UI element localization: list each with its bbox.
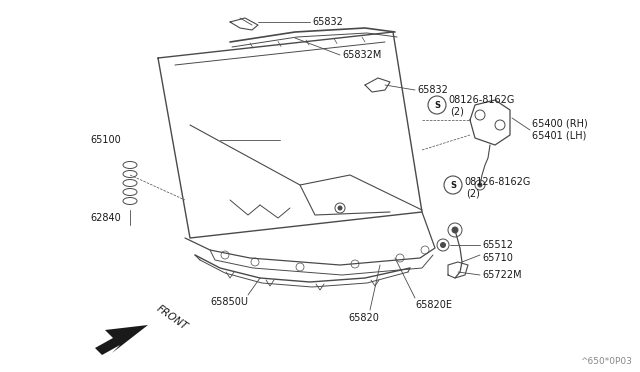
Text: S: S <box>434 100 440 109</box>
Circle shape <box>478 183 482 187</box>
Text: 65722M: 65722M <box>482 270 522 280</box>
Circle shape <box>440 243 445 247</box>
Text: 65100: 65100 <box>90 135 121 145</box>
Text: 65401 (LH): 65401 (LH) <box>532 130 586 140</box>
Text: (2): (2) <box>466 189 480 199</box>
Polygon shape <box>95 325 148 355</box>
Text: ^650*0P03: ^650*0P03 <box>580 357 632 366</box>
Text: 08126-8162G: 08126-8162G <box>448 95 515 105</box>
Text: 65850U: 65850U <box>210 297 248 307</box>
Text: 65400 (RH): 65400 (RH) <box>532 118 588 128</box>
Circle shape <box>338 206 342 210</box>
Text: 65832M: 65832M <box>342 50 381 60</box>
Text: S: S <box>450 180 456 189</box>
Text: 65832: 65832 <box>312 17 343 27</box>
Text: 08126-8162G: 08126-8162G <box>464 177 531 187</box>
Text: 65512: 65512 <box>482 240 513 250</box>
Text: 65820E: 65820E <box>415 300 452 310</box>
Text: 65820: 65820 <box>348 313 379 323</box>
Text: 65710: 65710 <box>482 253 513 263</box>
Text: FRONT: FRONT <box>155 304 190 332</box>
Text: 62840: 62840 <box>90 213 121 223</box>
Circle shape <box>452 227 458 233</box>
Text: (2): (2) <box>450 107 464 117</box>
Text: 65832: 65832 <box>417 85 448 95</box>
